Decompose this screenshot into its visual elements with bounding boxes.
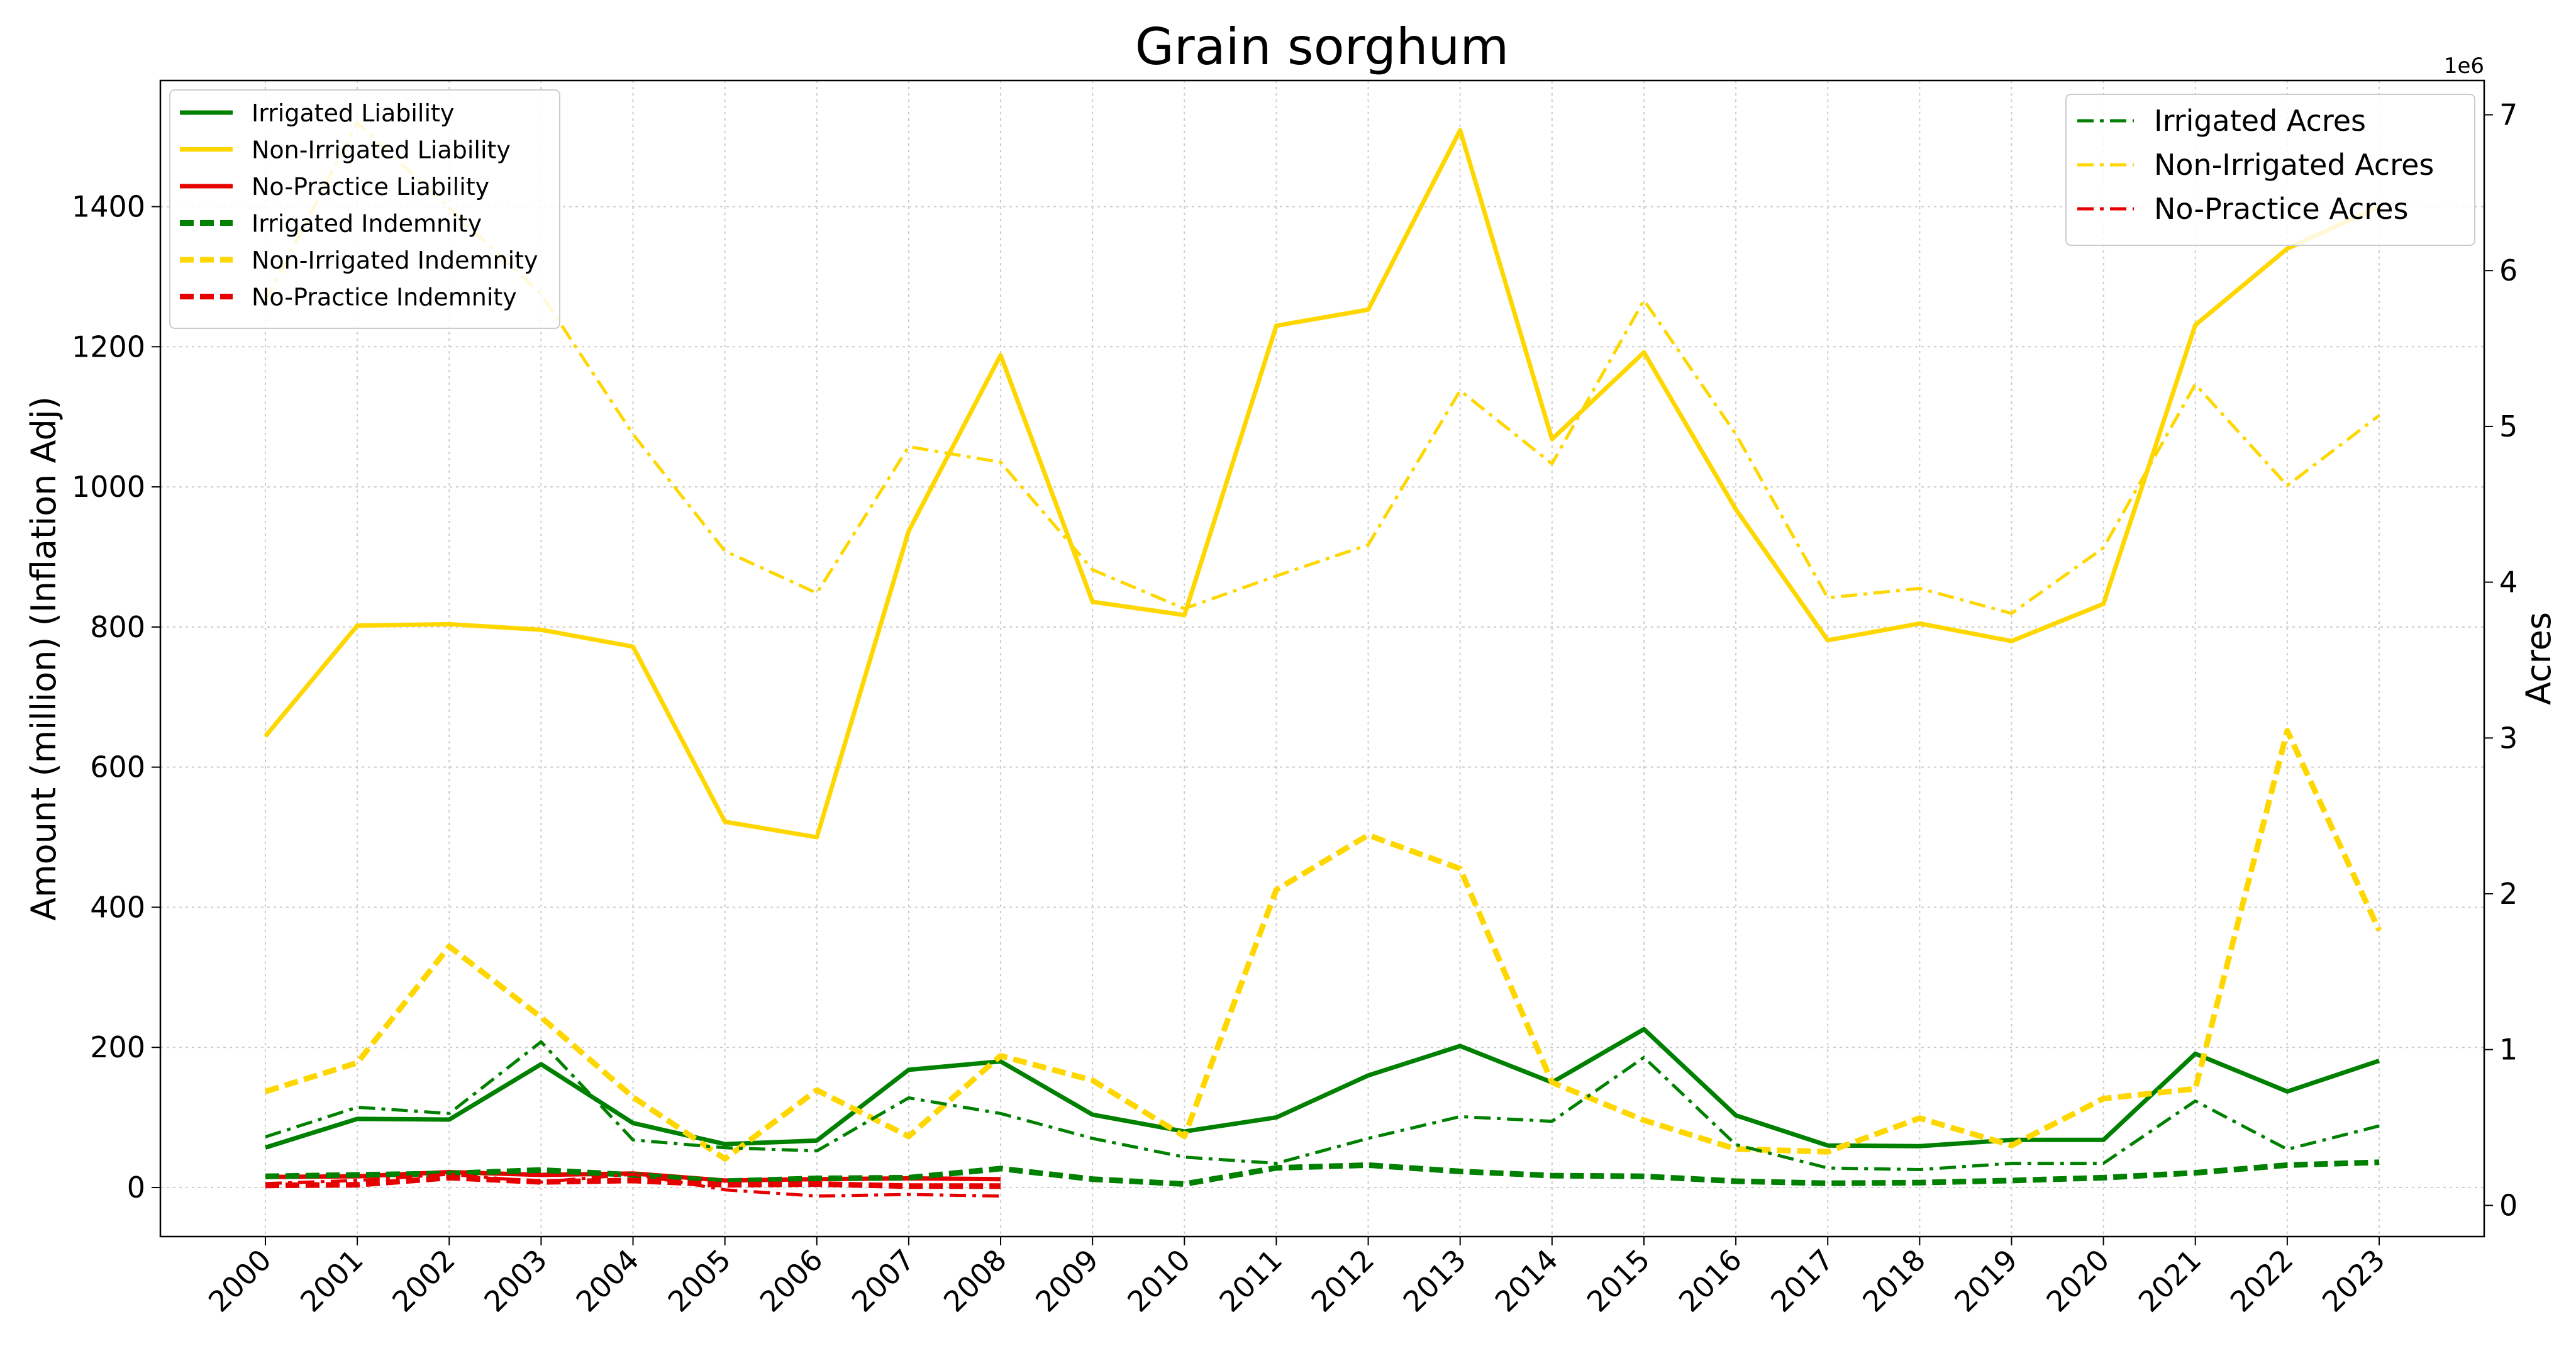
series-line-non-irrigated-liability [264, 128, 2380, 840]
y2-tick-label: 6 [2499, 253, 2518, 287]
legend-label-non-irrigated-indemnity: Non-Irrigated Indemnity [252, 247, 538, 274]
y2-tick-label: 1 [2499, 1033, 2518, 1067]
legend-label-no-practice-indemnity: No-Practice Indemnity [252, 284, 517, 311]
y2-axis-label: Acres [2519, 612, 2558, 705]
y-tick-label: 1200 [72, 330, 145, 364]
series-line-non-irrigated-acres [264, 121, 2380, 615]
y-tick-label: 600 [90, 750, 145, 784]
y-tick-label: 0 [127, 1171, 145, 1204]
chart-title: Grain sorghum [1135, 18, 1509, 76]
series-line-non-irrigated-indemnity [264, 728, 2382, 1162]
y-tick-label: 1400 [72, 190, 145, 224]
series-line-irrigated-acres [265, 1040, 2380, 1171]
y2-tick-label: 4 [2499, 565, 2518, 599]
legend-label-no-practice-acres: No-Practice Acres [2154, 192, 2408, 226]
series-line-no-practice-indemnity [265, 1174, 1001, 1189]
legend-label-irrigated-indemnity: Irrigated Indemnity [252, 210, 482, 238]
y2-tick-label: 0 [2499, 1188, 2518, 1222]
plot-frame [159, 79, 2485, 1238]
y-tick-label: 1000 [72, 470, 145, 504]
y2-tick-label: 3 [2499, 721, 2518, 755]
legend-label-non-irrigated-liability: Non-Irrigated Liability [252, 136, 511, 164]
legend-right-box [2065, 94, 2475, 246]
series-layer [264, 121, 2382, 1198]
legend-left: Irrigated Liability Non-Irrigated Liabili… [169, 89, 560, 329]
y2-tick-label: 5 [2499, 409, 2518, 443]
y2-tick-label: 7 [2499, 97, 2518, 131]
y2-offset-label: 1e6 [2444, 53, 2484, 79]
series-line-irrigated-liability [264, 1026, 2380, 1150]
legend-label-irrigated-acres: Irrigated Acres [2154, 104, 2366, 138]
y-axis-label: Amount (million) (Inflation Adj) [24, 396, 64, 921]
legend-label-no-practice-liability: No-Practice Liability [252, 173, 489, 201]
y2-tick-label: 2 [2499, 877, 2518, 911]
y-tick-label: 400 [90, 890, 145, 924]
y-tick-label: 800 [90, 610, 145, 644]
legend-right: Irrigated Acres Non-Irrigated Acres No-Pra… [2065, 94, 2475, 246]
legend-label-irrigated-liability: Irrigated Liability [252, 99, 454, 127]
legend-label-non-irrigated-acres: Non-Irrigated Acres [2154, 148, 2434, 182]
series-line-no-practice-acres [265, 1172, 1001, 1198]
y-tick-label: 200 [90, 1030, 145, 1064]
legend-left-box [169, 89, 560, 329]
